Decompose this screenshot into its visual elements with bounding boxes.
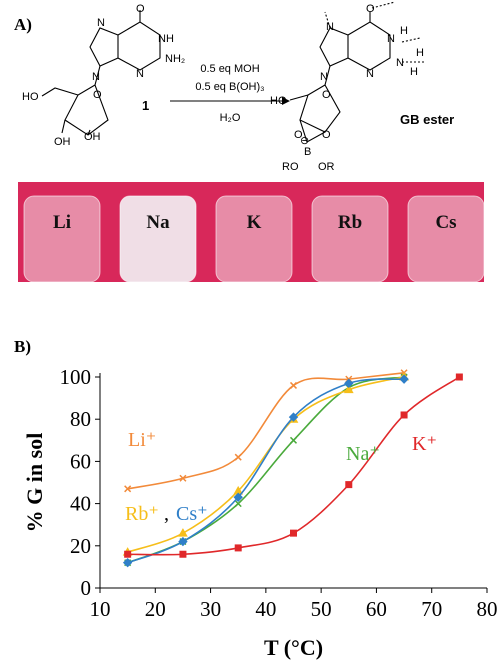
- vial: [311, 195, 389, 283]
- marker: [455, 373, 463, 381]
- atom-label: OR: [318, 161, 335, 173]
- y-tick-label: 80: [70, 407, 91, 431]
- reactant-structure: [41, 10, 161, 136]
- panel-label: B): [14, 337, 31, 356]
- atom-label: N: [97, 17, 105, 29]
- atom-label: HO: [270, 95, 287, 107]
- y-tick-label: 100: [60, 365, 92, 389]
- panel-label: A): [14, 15, 32, 34]
- vial: [215, 195, 293, 283]
- atom-label: H: [400, 25, 408, 37]
- marker: [124, 550, 132, 558]
- vial-label: Na: [146, 212, 170, 233]
- vial: [407, 195, 485, 283]
- atom-label: OH: [84, 131, 101, 143]
- compound-number: 1: [142, 98, 149, 113]
- reagent: 0.5 eq MOH: [200, 63, 259, 75]
- marker: [289, 436, 298, 444]
- label-separator: ,: [164, 503, 169, 525]
- vial-label: Li: [53, 212, 71, 233]
- atom-label: N: [326, 21, 334, 33]
- marker: [399, 374, 409, 384]
- atom-label: O: [322, 129, 331, 141]
- y-tick-label: 20: [70, 534, 91, 558]
- marker: [234, 453, 242, 461]
- atom-label: H: [416, 47, 424, 59]
- x-tick-label: 30: [200, 597, 221, 621]
- atom-label: O: [366, 3, 375, 15]
- atom-label: N: [387, 33, 395, 45]
- marker: [344, 378, 354, 389]
- series-line: [127, 378, 405, 564]
- series-line: [127, 371, 405, 490]
- atom-label: N: [320, 71, 328, 83]
- series-line: [127, 376, 405, 564]
- vial-label: Rb: [338, 212, 362, 233]
- vial-label: K: [247, 212, 262, 233]
- x-tick-label: 50: [311, 597, 332, 621]
- series-label: Na⁺: [346, 443, 380, 465]
- arrow-head: [282, 97, 290, 105]
- marker: [343, 384, 354, 394]
- x-tick-label: 60: [366, 597, 387, 621]
- reagent: H₂O: [220, 112, 241, 124]
- atom-label: O: [93, 89, 102, 101]
- vials: Li Na K Rb Cs: [23, 195, 485, 283]
- atom-label: N: [136, 68, 144, 80]
- atom-label: B: [304, 146, 311, 158]
- series-label: Cs⁺: [176, 503, 208, 525]
- vial-label: Cs: [435, 212, 456, 233]
- marker: [290, 529, 297, 537]
- atom-label: OH: [54, 136, 71, 148]
- y-tick-label: 60: [70, 449, 91, 473]
- marker: [234, 544, 242, 552]
- series-label: Rb⁺: [125, 503, 159, 525]
- atom-label: RO: [282, 161, 299, 173]
- marker: [178, 536, 188, 547]
- marker: [122, 557, 133, 568]
- marker: [178, 528, 188, 537]
- atom-label: ⊖: [300, 135, 309, 147]
- product-name: GB ester: [400, 112, 454, 127]
- series-line: [127, 376, 460, 556]
- series-label: K⁺: [412, 433, 437, 455]
- product-structure: [289, 1, 425, 143]
- atom-label: N: [92, 71, 100, 83]
- y-axis-title: % G in sol: [22, 433, 47, 533]
- x-tick-label: 80: [477, 597, 498, 621]
- atom-label: N: [366, 68, 374, 80]
- marker: [288, 412, 299, 422]
- atom-label: HO: [22, 91, 39, 103]
- atom-label: O: [322, 89, 331, 101]
- marker: [124, 485, 132, 493]
- atom-label: H: [410, 66, 418, 78]
- chart: 0 20 40 60 80 100 10 20 30 40 50 60 70 80 T (°C) % G in…: [22, 365, 498, 660]
- vial: [23, 195, 101, 283]
- atom-label: N: [396, 57, 404, 69]
- vial: [119, 195, 197, 283]
- atom-label: NH: [158, 33, 174, 45]
- y-tick-label: 40: [70, 492, 91, 516]
- x-tick-label: 40: [255, 597, 276, 621]
- atom-label: O: [136, 3, 145, 15]
- x-tick-label: 20: [145, 597, 166, 621]
- marker: [400, 411, 408, 419]
- marker: [233, 492, 243, 502]
- marker: [345, 481, 353, 489]
- marker: [289, 381, 298, 389]
- marker: [234, 500, 242, 508]
- x-tick-label: 70: [421, 597, 442, 621]
- atom-label: NH₂: [165, 53, 185, 65]
- marker: [179, 550, 187, 558]
- atom-label: O: [294, 129, 303, 141]
- series-label: Li⁺: [128, 429, 156, 451]
- y-tick-label: 0: [81, 576, 92, 600]
- x-tick-label: 10: [90, 597, 111, 621]
- reagent: 0.5 eq B(OH)₃: [195, 81, 264, 93]
- x-axis-title: T (°C): [264, 635, 323, 660]
- marker: [179, 474, 187, 482]
